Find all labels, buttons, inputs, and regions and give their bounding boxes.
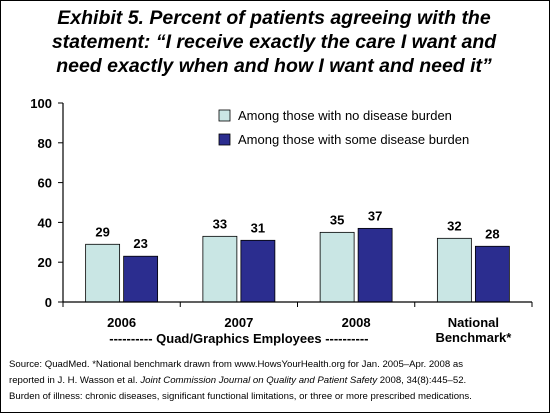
legend-swatch xyxy=(218,133,231,146)
title-line: need exactly when and how I want and nee… xyxy=(56,55,492,77)
source-note: Source: QuadMed. *National benchmark dra… xyxy=(9,357,545,405)
data-label: 33 xyxy=(213,216,227,231)
exhibit-title: Exhibit 5. Percent of patients agreeing … xyxy=(4,6,544,78)
source-line-1: Source: QuadMed. *National benchmark dra… xyxy=(9,359,463,370)
bar xyxy=(357,227,393,303)
category-label: 2007 xyxy=(224,315,253,330)
title-line: Exhibit 5. Percent of patients agreeing … xyxy=(57,7,491,29)
bar xyxy=(123,255,159,303)
y-tick-label: 60 xyxy=(38,176,52,191)
y-tick-label: 20 xyxy=(38,255,52,270)
legend-label: Among those with some disease burden xyxy=(238,132,469,147)
title-line: statement: “I receive exactly the care I… xyxy=(51,31,497,53)
legend-label: Among those with no disease burden xyxy=(238,108,452,123)
source-line-3: Burden of illness: chronic diseases, sig… xyxy=(9,391,472,402)
group-label: ---------- Quad/Graphics Employees -----… xyxy=(109,331,368,346)
legend-swatch xyxy=(218,109,231,122)
journal-title: Joint Commission Journal on Quality and … xyxy=(140,375,378,386)
data-label: 29 xyxy=(95,224,109,239)
data-label: 35 xyxy=(330,212,344,227)
category-label: 2006 xyxy=(107,315,136,330)
data-label: 37 xyxy=(368,208,382,223)
y-tick-label: 40 xyxy=(38,215,52,230)
bar xyxy=(202,235,238,303)
bar xyxy=(474,245,510,303)
data-label: 28 xyxy=(485,226,499,241)
y-tick-label: 80 xyxy=(38,136,52,151)
bar xyxy=(319,231,355,303)
source-citation-suffix: 2008, 34(8):445–52. xyxy=(377,375,467,386)
bar xyxy=(240,239,276,303)
bar xyxy=(436,237,472,303)
category-label: 2008 xyxy=(342,315,371,330)
source-line-2: reported in J. H. Wasson et al. Joint Co… xyxy=(9,373,545,389)
category-label: National Benchmark* xyxy=(435,315,512,345)
y-tick-label: 0 xyxy=(45,295,52,310)
data-label: 23 xyxy=(133,236,147,251)
bar xyxy=(85,243,121,303)
source-citation-prefix: reported in J. H. Wasson et al. xyxy=(9,375,141,386)
data-label: 32 xyxy=(447,218,461,233)
data-label: 31 xyxy=(251,220,265,235)
y-tick-label: 100 xyxy=(30,96,52,111)
